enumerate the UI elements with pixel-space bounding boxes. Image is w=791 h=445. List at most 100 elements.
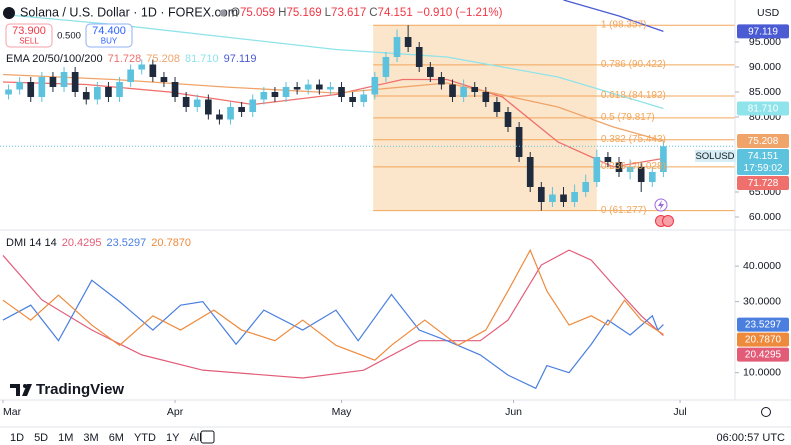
ohlc-value: 75.169 <box>286 7 321 19</box>
candle-body <box>216 114 223 120</box>
sell-box[interactable] <box>5 23 53 48</box>
ohlc-value: 75.059 <box>240 7 275 19</box>
ema-legend-value: 81.710 <box>185 53 219 65</box>
range-button[interactable]: All <box>189 432 201 444</box>
dmi-legend: DMI 14 14 20.4295 23.5297 20.7870 <box>6 237 191 249</box>
candle-body <box>537 187 545 202</box>
fib-label: 0.382 (75.443) <box>601 134 666 145</box>
candle-body <box>360 94 368 102</box>
range-button[interactable]: 1Y <box>166 432 180 444</box>
buy-box[interactable] <box>85 23 133 48</box>
range-button[interactable]: 3M <box>83 432 98 444</box>
clock: 06:00:57 UTC <box>717 432 786 444</box>
candle-body <box>315 84 323 90</box>
candle-body <box>604 157 612 162</box>
candle-body <box>526 157 534 187</box>
price-tag-label: 20.4295 <box>745 350 782 361</box>
candle-body <box>171 82 179 97</box>
candle-body <box>560 194 567 202</box>
dmi-legend-value: 20.7870 <box>151 237 191 249</box>
y-tick-label: 85.000 <box>749 86 781 98</box>
spread: 0.500 <box>57 31 81 42</box>
candle-body <box>293 87 301 90</box>
flag-icon[interactable] <box>662 215 674 227</box>
candle-body <box>404 37 412 47</box>
ohlc-value: 74.151 <box>378 7 413 19</box>
price-tag <box>737 133 789 148</box>
range-button[interactable]: 5D <box>34 432 48 444</box>
settings-icon[interactable] <box>761 407 771 417</box>
candle-body <box>571 192 578 202</box>
candle-body <box>515 127 523 157</box>
price-tag-label: 20.7870 <box>745 335 782 346</box>
candle-body <box>615 162 623 172</box>
ohlc-value: 73.617 <box>331 7 366 19</box>
y-tick-label: 30.0000 <box>743 295 781 307</box>
candle-body <box>271 92 279 97</box>
fib-label: 0.618 (84.192) <box>601 90 666 101</box>
candle-body <box>415 47 423 67</box>
price-tag <box>737 175 789 190</box>
y-tick-label: 95.000 <box>749 36 781 48</box>
price-tag <box>737 317 789 332</box>
range-button[interactable]: YTD <box>134 432 156 444</box>
candle-body <box>105 87 112 97</box>
buy-label[interactable]: BUY <box>101 37 118 46</box>
candle-body <box>82 92 90 100</box>
symbol-title: Solana / U.S. Dollar · 1D · FOREX.com <box>20 5 238 19</box>
candle-body <box>593 157 601 182</box>
price-tag-label: 74.151 <box>748 151 779 162</box>
dmi-line <box>2 248 664 361</box>
symbol-icon <box>3 7 15 19</box>
sell-button[interactable]: 73.900 SELL <box>5 23 53 48</box>
price-tag <box>737 24 789 39</box>
price-tag-label: 23.5297 <box>745 320 782 331</box>
market-status <box>219 9 227 17</box>
fib-label: 0.236 (70.028) <box>601 161 666 172</box>
x-tick-label: Jun <box>505 406 522 418</box>
fib-label: 0.5 (79.817) <box>601 112 655 123</box>
sell-label[interactable]: SELL <box>19 37 39 46</box>
buy-button[interactable]: 74.400 BUY <box>85 23 133 48</box>
fib-label: 0 (61.277) <box>601 205 647 216</box>
ohlc-letter: O <box>231 7 240 19</box>
range-button[interactable]: 1D <box>10 432 24 444</box>
candle-body <box>582 182 590 192</box>
currency[interactable]: USD <box>757 7 780 19</box>
price-pane <box>0 0 735 212</box>
candle-body <box>116 82 123 97</box>
ohlc-line: O75.059 H75.169 L73.617 C74.151 −0.910 (−1.2… <box>231 7 503 19</box>
price-tag-label: 75.208 <box>748 136 779 147</box>
dmi-legend-value: 20.4295 <box>62 237 102 249</box>
x-tick-label: Apr <box>167 406 184 418</box>
candle-body <box>27 82 35 97</box>
symbol-tag <box>695 149 736 162</box>
event-glyph <box>658 200 664 210</box>
x-tick-label: May <box>332 406 353 418</box>
candle-body <box>127 69 134 82</box>
sell-price[interactable]: 73.900 <box>12 25 46 37</box>
candle-body <box>504 112 512 127</box>
candle-body <box>648 172 656 182</box>
candle-body <box>626 167 634 172</box>
candle-body <box>71 72 79 92</box>
calendar-icon[interactable] <box>200 430 215 444</box>
candle-body <box>660 146 667 172</box>
ema-line <box>2 78 664 168</box>
range-button[interactable]: 1M <box>58 432 73 444</box>
branding: TradingView <box>36 381 124 398</box>
buy-price[interactable]: 74.400 <box>92 25 126 37</box>
price-tag-label: 71.728 <box>748 178 779 189</box>
ohlc-letter: H <box>278 7 286 19</box>
candle-body <box>327 87 334 90</box>
ohlc-letter: C <box>369 7 377 19</box>
range-button[interactable]: 6M <box>109 432 124 444</box>
candle-body <box>94 87 101 100</box>
price-tag <box>737 101 789 116</box>
fib-label: 0.786 (90.422) <box>601 59 666 70</box>
candle-body <box>382 57 390 77</box>
candle-body <box>449 84 456 97</box>
x-tick-label: Mar <box>3 406 22 418</box>
candle-body <box>260 92 268 100</box>
